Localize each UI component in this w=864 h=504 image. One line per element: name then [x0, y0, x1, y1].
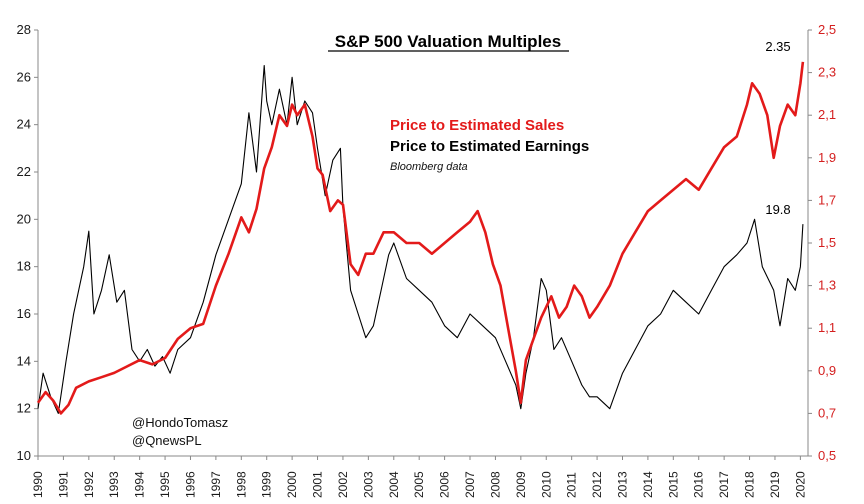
- x-tick-label: 1996: [183, 471, 197, 498]
- x-tick-label: 2007: [463, 471, 477, 498]
- handle-1: @HondoTomasz: [132, 415, 228, 430]
- x-tick-label: 2016: [692, 471, 706, 498]
- left-tick-label: 20: [17, 211, 31, 226]
- x-axis-ticks: 1990 1991 1992 1993 1994 1995 1996 1997 1998 1999…: [31, 456, 807, 498]
- right-tick-label: 2,5: [818, 22, 836, 37]
- x-tick-label: 1995: [158, 471, 172, 498]
- x-tick-label: 2014: [641, 471, 655, 498]
- left-tick-label: 14: [17, 353, 31, 368]
- left-tick-label: 24: [17, 117, 31, 132]
- x-tick-label: 2009: [514, 471, 528, 498]
- x-tick-label: 1990: [31, 471, 45, 498]
- x-tick-label: 2002: [336, 471, 350, 498]
- right-tick-label: 0,7: [818, 405, 836, 420]
- x-tick-label: 2020: [793, 471, 807, 498]
- x-tick-label: 2000: [285, 471, 299, 498]
- x-tick-label: 1994: [133, 471, 147, 498]
- x-tick-label: 1997: [209, 471, 223, 498]
- left-tick-label: 26: [17, 69, 31, 84]
- handle-2: @QnewsPL: [132, 433, 202, 448]
- right-axis-ticks: 0,5 0,7 0,9 1,1 1,3 1,5 1,7 1,9 2,1 2,3 2,5: [808, 22, 836, 463]
- left-tick-label: 12: [17, 401, 31, 416]
- x-tick-label: 1992: [82, 471, 96, 498]
- series-layer: [36, 61, 805, 415]
- axes: [37, 30, 809, 457]
- left-tick-label: 28: [17, 22, 31, 37]
- x-tick-label: 2017: [717, 471, 731, 498]
- sales-end-label: 2.35: [765, 39, 790, 54]
- right-tick-label: 0,9: [818, 363, 836, 378]
- x-tick-label: 2012: [590, 471, 604, 498]
- right-tick-label: 2,3: [818, 65, 836, 80]
- x-tick-label: 2004: [387, 471, 401, 498]
- x-tick-label: 2018: [743, 471, 757, 498]
- x-tick-label: 2008: [488, 471, 502, 498]
- right-tick-label: 1,1: [818, 320, 836, 335]
- left-axis-ticks: 10 12 14 16 18 20 22 24 26 28: [17, 22, 38, 463]
- x-tick-label: 1993: [107, 471, 121, 498]
- x-tick-label: 2015: [666, 471, 680, 498]
- x-tick-label: 2013: [615, 471, 629, 498]
- left-tick-label: 18: [17, 259, 31, 274]
- x-tick-label: 1998: [234, 471, 248, 498]
- right-tick-label: 1,7: [818, 192, 836, 207]
- x-tick-label: 2006: [438, 471, 452, 498]
- x-tick-label: 2011: [565, 472, 579, 498]
- chart-title: S&P 500 Valuation Multiples: [335, 32, 561, 51]
- legend: Price to Estimated Sales Price to Estima…: [390, 117, 589, 173]
- source-note: Bloomberg data: [390, 161, 468, 173]
- series-price-to-earnings-line: [37, 64, 804, 414]
- x-tick-label: 2001: [311, 471, 325, 498]
- x-tick-label: 1991: [56, 471, 70, 498]
- right-tick-label: 1,9: [818, 150, 836, 165]
- left-tick-label: 16: [17, 306, 31, 321]
- right-tick-label: 2,1: [818, 107, 836, 122]
- x-tick-label: 2019: [768, 471, 782, 498]
- x-tick-label: 2005: [412, 471, 426, 498]
- series-price-to-sales-line: [36, 61, 805, 415]
- x-tick-label: 2003: [361, 471, 375, 498]
- left-tick-label: 10: [17, 448, 31, 463]
- right-tick-label: 1,3: [818, 278, 836, 293]
- x-tick-label: 2010: [539, 471, 553, 498]
- x-tick-label: 1999: [260, 471, 274, 498]
- legend-sales: Price to Estimated Sales: [390, 117, 564, 134]
- right-tick-label: 1,5: [818, 235, 836, 250]
- left-tick-label: 22: [17, 164, 31, 179]
- earnings-end-label: 19.8: [765, 202, 790, 217]
- right-tick-label: 0,5: [818, 448, 836, 463]
- legend-earnings: Price to Estimated Earnings: [390, 138, 589, 155]
